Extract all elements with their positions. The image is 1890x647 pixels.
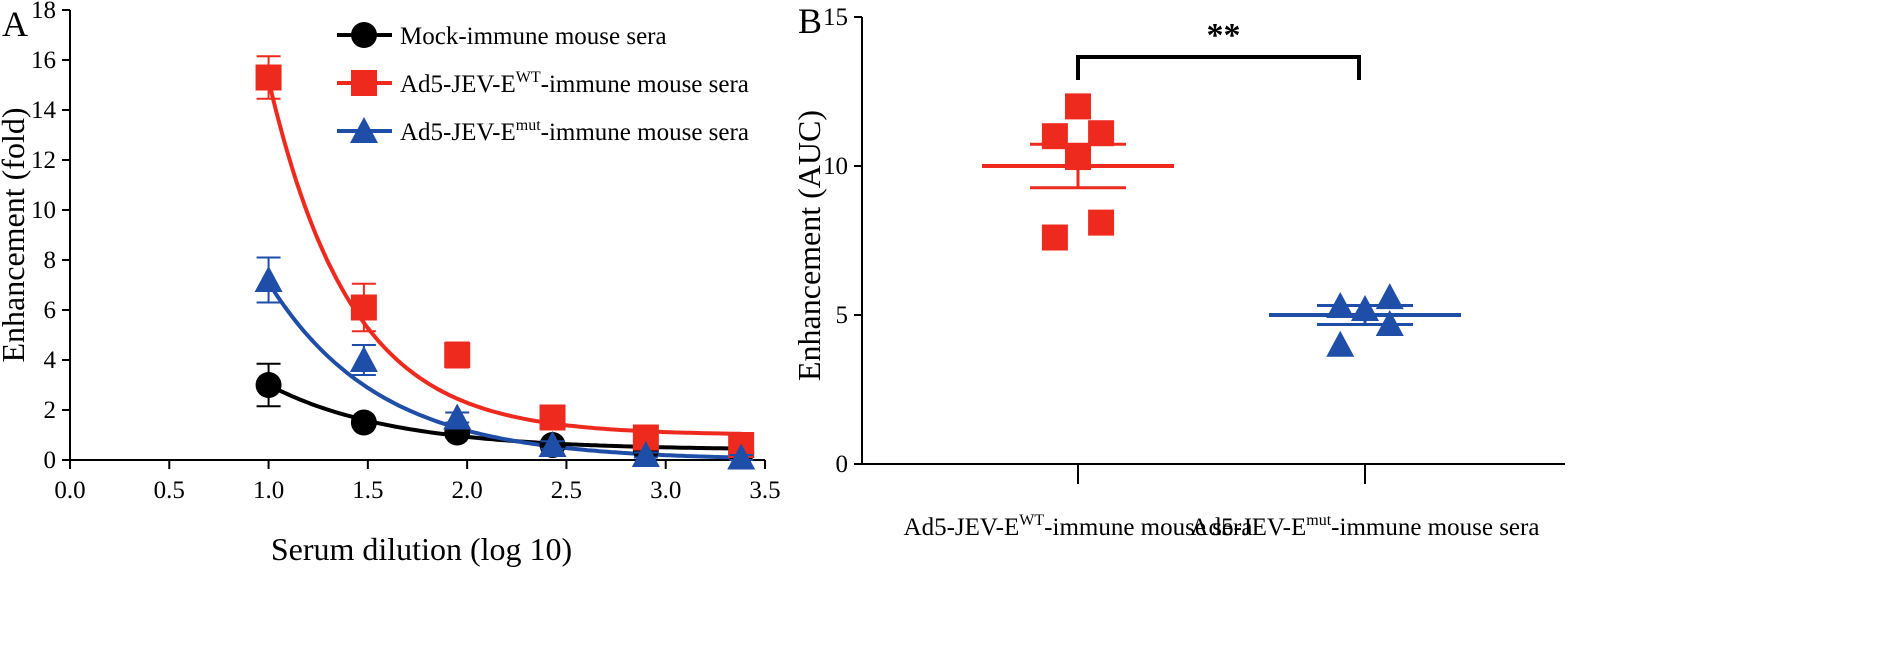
x-tick-label: 3.5 [749, 477, 780, 504]
legend-label: Ad5-JEV-EWT-immune mouse sera [400, 69, 749, 98]
data-point [1375, 309, 1404, 336]
y-tick-label: 0 [836, 451, 849, 478]
data-point [1088, 120, 1115, 147]
y-tick-label: 4 [44, 347, 57, 374]
data-point [254, 266, 283, 292]
data-point [1041, 123, 1068, 150]
significance-bracket [1076, 55, 1361, 80]
data-point [1351, 295, 1379, 322]
y-tick-label: 0 [44, 447, 57, 474]
data-point [1375, 283, 1404, 310]
panel-label: B [798, 1, 822, 41]
data-point [255, 64, 282, 91]
y-tick-label: 18 [31, 0, 56, 24]
data-point [1041, 224, 1068, 251]
y-tick-label: 10 [823, 153, 848, 180]
y-tick-label: 15 [823, 4, 848, 31]
y-tick-label: 14 [31, 97, 57, 124]
legend-marker [351, 22, 377, 48]
data-point [1326, 330, 1355, 357]
x-tick-label: 3.0 [650, 477, 681, 504]
panel-a: A 0 2 4 6 8 10 12 14 16 18 0.0 0.5 1.0 1.5 2.0 2.5 3.0 3.5… [0, 0, 781, 567]
y-tick-label: 8 [44, 247, 57, 274]
panel-b: B 0 5 10 15 Enhancement (AUC) ** Ad5-JEV-EWT-im… [791, 1, 1565, 541]
data-point [539, 404, 566, 431]
data-point [444, 342, 471, 368]
x-tick-label: 2.0 [452, 477, 483, 504]
x-category-label: Ad5-JEV-EWT-immune mouse sera [904, 512, 1253, 541]
y-tick-label: 5 [836, 302, 849, 329]
data-point [350, 409, 377, 436]
data-point [350, 294, 377, 321]
x-category-label: Ad5-JEV-Emut-immune mouse sera [1191, 512, 1540, 541]
fit-curve [266, 281, 742, 460]
x-tick-label: 2.5 [551, 477, 582, 504]
y-axis-label: Enhancement (fold) [0, 108, 31, 363]
y-tick-label: 2 [44, 397, 57, 424]
data-point [1065, 144, 1091, 171]
data-point [727, 443, 756, 470]
data-point [349, 346, 378, 372]
data-point [443, 403, 472, 430]
y-tick-label: 10 [31, 197, 56, 224]
legend-label: Mock-immune mouse sera [400, 23, 667, 50]
fit-curve [266, 79, 742, 436]
x-tick-label: 1.0 [253, 477, 284, 504]
data-point [538, 431, 567, 457]
data-point [631, 441, 660, 467]
x-tick-label: 0.0 [54, 477, 85, 504]
x-tick-label: 1.5 [352, 477, 383, 504]
y-tick-label: 12 [31, 147, 56, 174]
legend-marker [350, 117, 378, 143]
data-point [255, 372, 282, 398]
x-tick-label: 0.5 [154, 477, 185, 504]
legend-marker [351, 70, 377, 96]
legend-label: Ad5-JEV-Emut-immune mouse sera [400, 117, 749, 146]
y-tick-label: 6 [44, 297, 57, 324]
significance-label: ** [1207, 17, 1241, 54]
y-tick-label: 16 [31, 47, 56, 74]
x-axis-label: Serum dilution (log 10) [271, 531, 572, 567]
data-point [1065, 93, 1091, 120]
panel-label: A [2, 4, 28, 44]
data-point [1326, 292, 1355, 319]
data-point [1088, 209, 1115, 236]
y-axis-label: Enhancement (AUC) [791, 110, 827, 381]
